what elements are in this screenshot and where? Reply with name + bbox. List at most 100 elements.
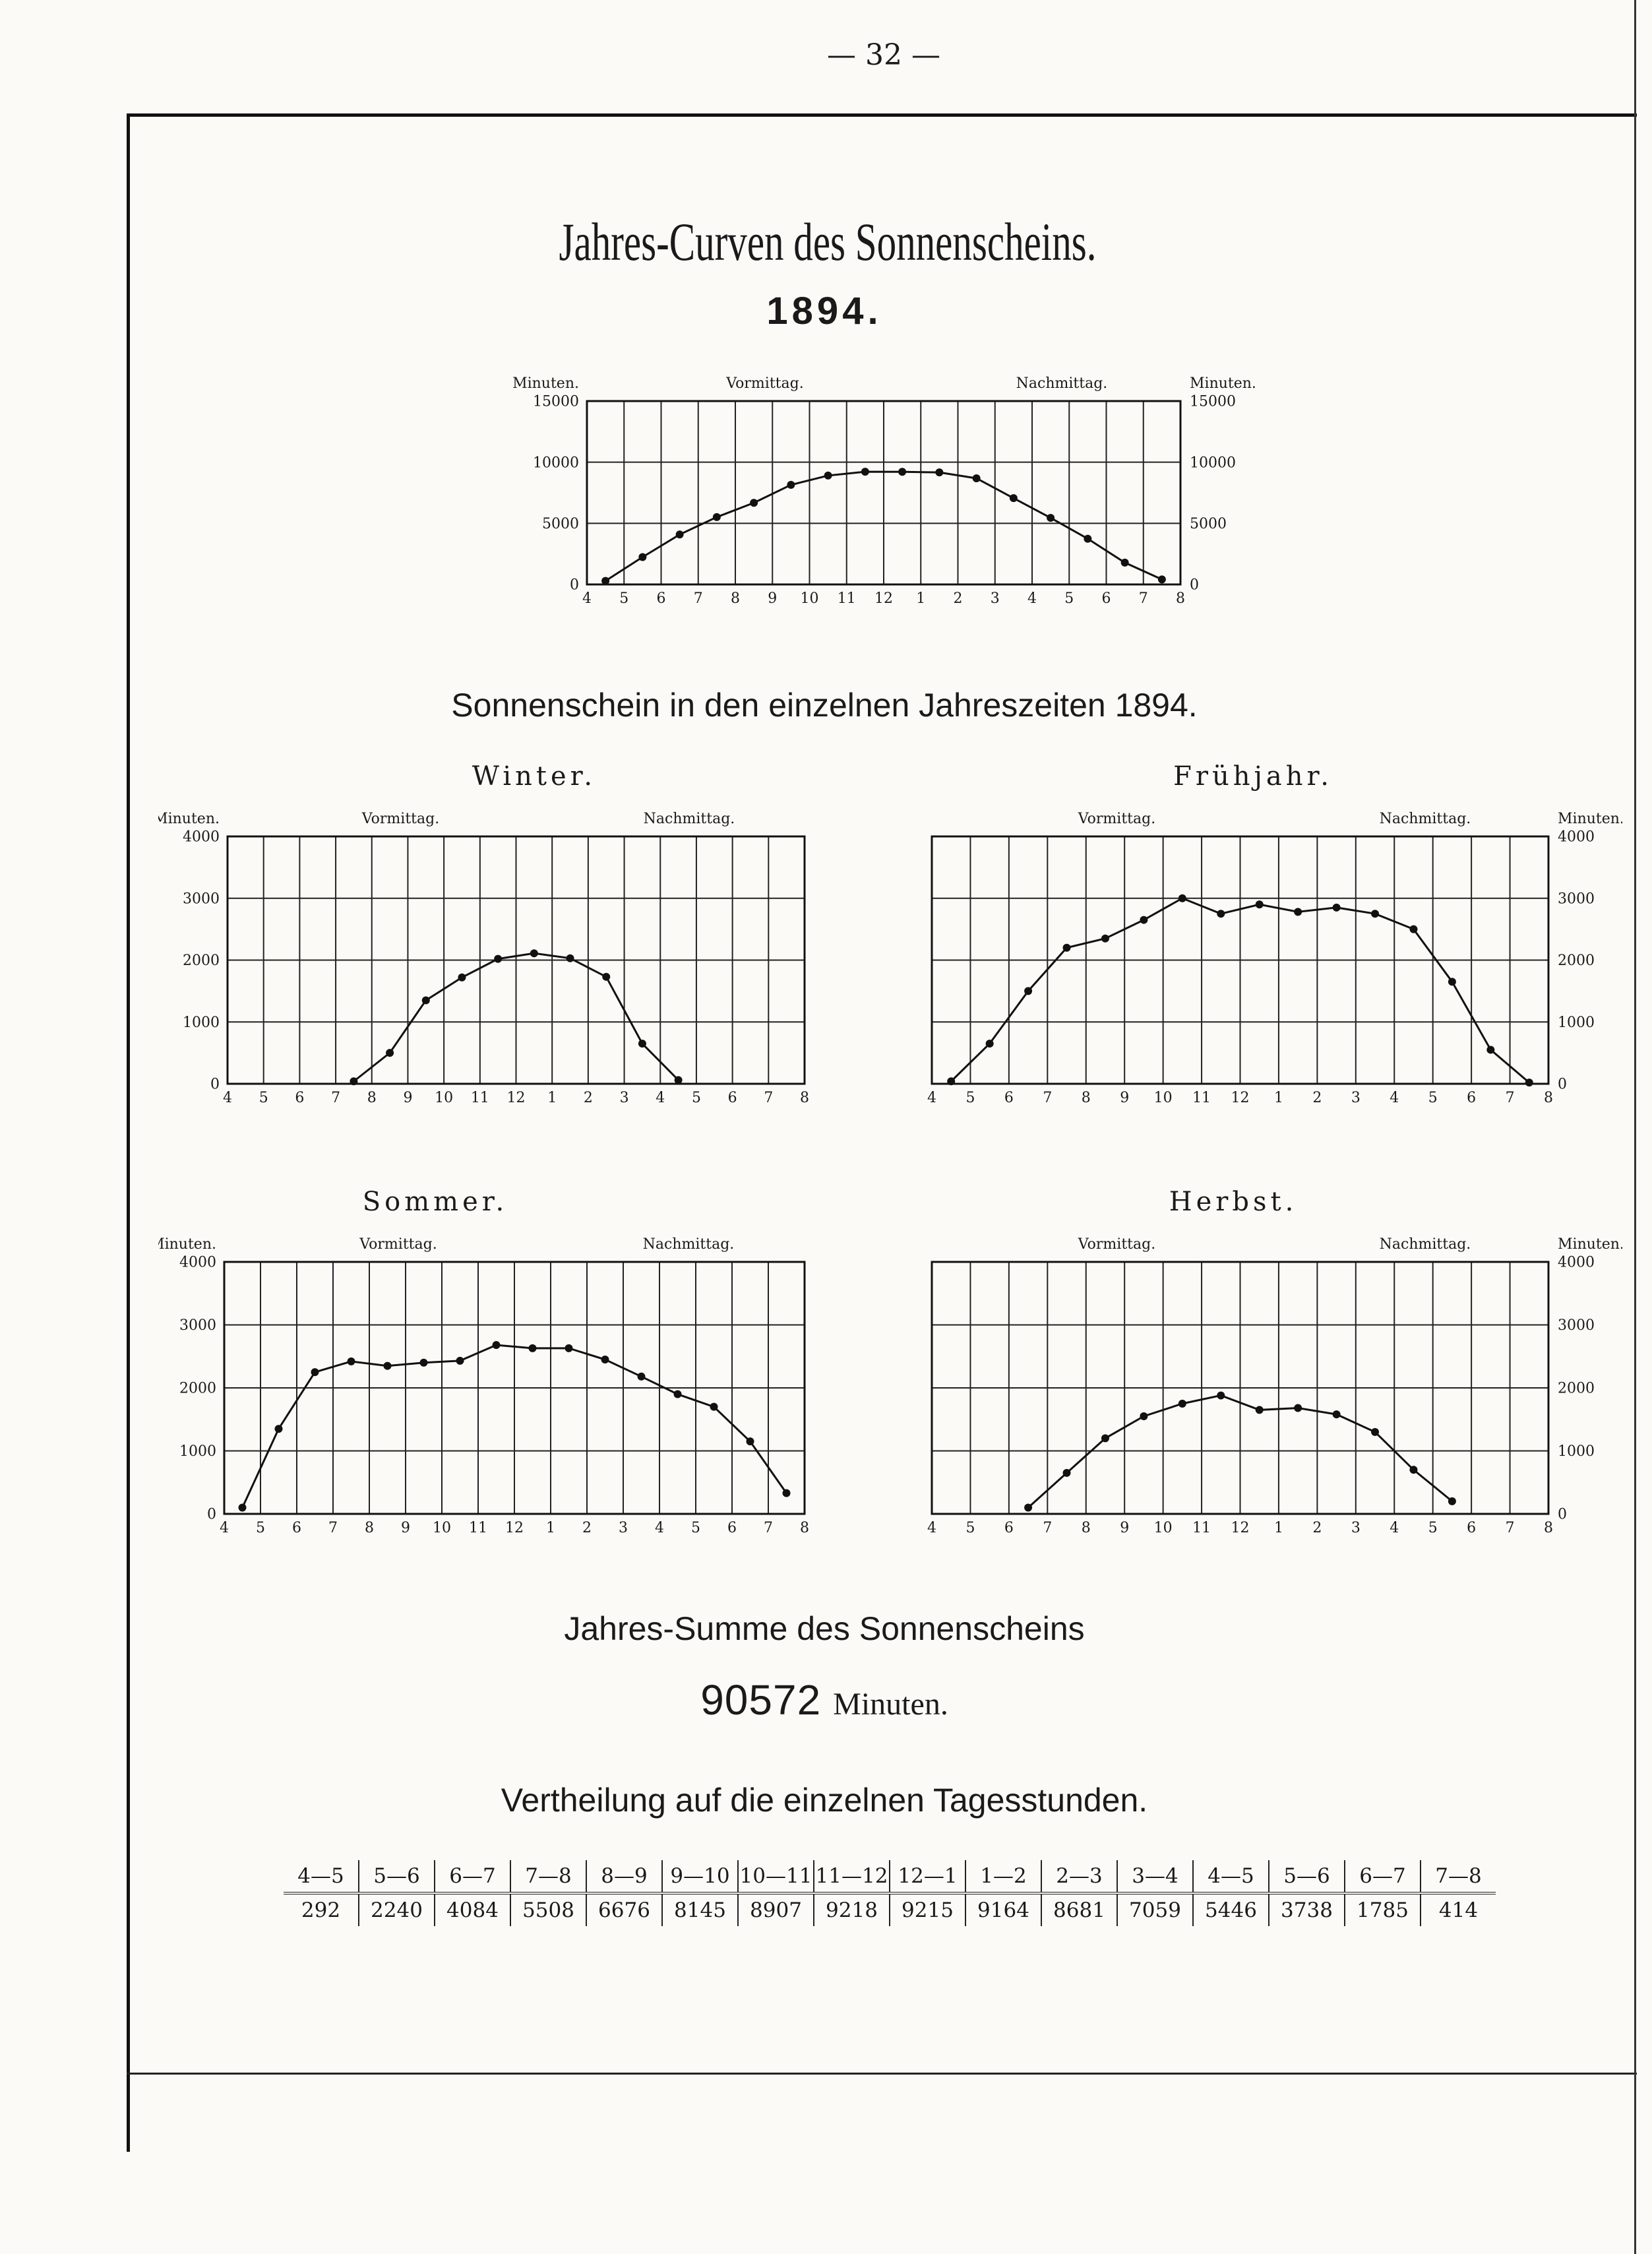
- data-point: [386, 1049, 394, 1057]
- data-point: [712, 513, 721, 521]
- x-tick-label: 7: [1043, 1090, 1052, 1106]
- sum-value-line: 90572 Minuten.: [462, 1675, 1187, 1724]
- series-line: [353, 952, 679, 1082]
- series-line: [1027, 1394, 1453, 1509]
- x-tick-label: 6: [1004, 1520, 1014, 1536]
- x-tick-label: 12: [507, 1090, 526, 1106]
- distribution-value-cell: 5446: [1192, 1893, 1269, 1926]
- data-point: [675, 530, 684, 539]
- data-point: [1157, 575, 1166, 584]
- x-tick-label: 10: [801, 590, 819, 607]
- data-point: [601, 577, 610, 585]
- distribution-header-cell: 10—11: [737, 1860, 814, 1894]
- series-line: [950, 897, 1530, 1084]
- x-tick-label: 4: [223, 1090, 232, 1106]
- y-tick-label: 2000: [1558, 953, 1595, 969]
- annotation-vormittag: Vormittag.: [361, 811, 439, 827]
- data-point: [824, 471, 832, 480]
- y-tick-label: 1000: [179, 1443, 216, 1460]
- x-tick-label: 3: [1351, 1090, 1361, 1106]
- x-tick-label: 6: [657, 590, 666, 607]
- y-tick-label: 4000: [183, 829, 220, 846]
- x-tick-label: 11: [471, 1090, 489, 1106]
- data-point: [710, 1402, 718, 1411]
- data-point: [566, 954, 574, 962]
- x-tick-label: 7: [694, 590, 703, 607]
- x-tick-label: 8: [365, 1520, 374, 1536]
- x-tick-label: 10: [435, 1090, 453, 1106]
- data-point: [1409, 1466, 1418, 1474]
- x-tick-label: 7: [1043, 1520, 1052, 1536]
- data-point: [787, 481, 795, 489]
- data-point: [1448, 1497, 1456, 1505]
- y-unit-label-left: Minuten.: [512, 375, 579, 392]
- data-point: [1047, 514, 1055, 522]
- distribution-value-cell: 9164: [965, 1893, 1041, 1926]
- y-unit-label-right: Minuten.: [1190, 375, 1256, 392]
- y-tick-label: 15000: [1190, 394, 1236, 410]
- x-tick-label: 4: [1390, 1090, 1399, 1106]
- distribution-value-cell: 8145: [661, 1893, 738, 1926]
- distribution-header-cell: 4—5: [1192, 1860, 1269, 1894]
- x-tick-label: 4: [220, 1520, 229, 1536]
- data-point: [1101, 1434, 1109, 1443]
- data-point: [1332, 903, 1341, 912]
- x-tick-label: 8: [1544, 1090, 1553, 1106]
- data-point: [1525, 1079, 1533, 1087]
- data-point: [1120, 558, 1129, 567]
- x-tick-label: 8: [1082, 1520, 1091, 1536]
- data-point: [1255, 1406, 1264, 1414]
- distribution-header-row: 4—5 5—6 6—7 7—8 8—9 9—10 10—11 11—12 12—1 1—2 2—3 3…: [284, 1860, 1496, 1894]
- distribution-value-cell: 1785: [1344, 1893, 1421, 1926]
- page-title: Jahres-Curven des Sonnenscheins.: [559, 212, 1097, 272]
- x-tick-label: 4: [655, 1520, 664, 1536]
- x-tick-label: 6: [728, 1090, 737, 1106]
- distribution-header-cell: 4—5: [284, 1860, 359, 1894]
- data-point: [1255, 900, 1264, 909]
- x-tick-label: 6: [1004, 1090, 1014, 1106]
- x-tick-label: 12: [505, 1520, 524, 1536]
- distribution-header-cell: 5—6: [1268, 1860, 1345, 1894]
- data-point: [1217, 1391, 1225, 1400]
- data-point: [1486, 1046, 1495, 1054]
- x-tick-label: 4: [927, 1520, 936, 1536]
- data-point: [530, 949, 538, 958]
- x-tick-label: 8: [731, 590, 740, 607]
- data-point: [1140, 916, 1148, 924]
- x-tick-label: 11: [1192, 1090, 1211, 1106]
- data-point: [1140, 1412, 1148, 1420]
- annotation-nachmittag: Nachmittag.: [1380, 811, 1471, 827]
- data-point: [602, 972, 611, 981]
- distribution-heading: Vertheilung auf die einzelnen Tagesstund…: [501, 1782, 1148, 1819]
- y-tick-label: 0: [207, 1507, 216, 1523]
- distribution-value-cell: 4084: [434, 1893, 510, 1926]
- x-tick-label: 1: [546, 1520, 555, 1536]
- data-point: [782, 1489, 791, 1497]
- annotation-vormittag: Vormittag.: [725, 375, 803, 392]
- y-tick-label: 10000: [533, 454, 579, 471]
- chart-title: Sommer.: [363, 1187, 508, 1217]
- x-tick-label: 8: [1176, 590, 1185, 607]
- data-point: [492, 1341, 501, 1350]
- distribution-value-cell: 414: [1420, 1893, 1496, 1926]
- data-point: [238, 1503, 247, 1512]
- data-point: [494, 955, 503, 963]
- y-tick-label: 2000: [179, 1381, 216, 1397]
- page-number: — 32 —: [827, 38, 940, 72]
- x-tick-label: 6: [295, 1090, 304, 1106]
- x-tick-label: 12: [874, 590, 893, 607]
- annotation-vormittag: Vormittag.: [359, 1236, 437, 1253]
- x-tick-label: 8: [800, 1520, 809, 1536]
- data-point: [1084, 534, 1092, 543]
- data-point: [985, 1040, 994, 1048]
- data-point: [456, 1356, 464, 1365]
- x-tick-label: 10: [1154, 1520, 1173, 1536]
- data-point: [421, 996, 430, 1005]
- plot-frame: [223, 1261, 806, 1515]
- series-line: [605, 470, 1163, 582]
- data-point: [638, 553, 647, 561]
- distribution-header-cell: 12—1: [889, 1860, 965, 1894]
- plot-frame: [226, 835, 806, 1085]
- x-tick-label: 7: [1506, 1090, 1515, 1106]
- frame-bottom-rule: [127, 2073, 1637, 2075]
